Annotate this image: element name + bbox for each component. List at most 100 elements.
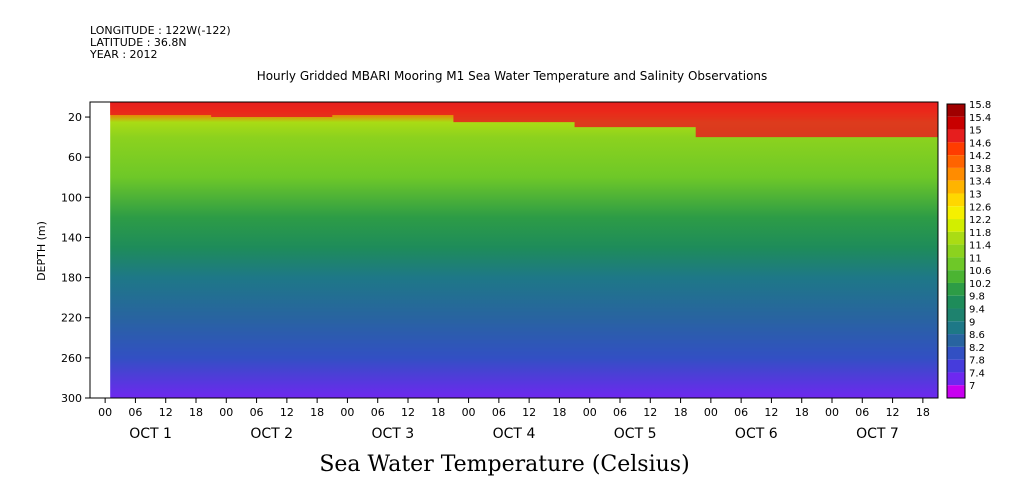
x-hour-label: 12 [159,406,173,419]
colorbar-swatch [947,167,965,181]
x-hour-label: 00 [98,406,112,419]
x-hour-label: 00 [704,406,718,419]
colorbar-swatch [947,282,965,296]
x-hour-label: 12 [764,406,778,419]
x-hour-label: 12 [522,406,536,419]
x-hour-label: 18 [916,406,930,419]
colorbar-swatch [947,270,965,283]
x-hour-label: 00 [340,406,354,419]
y-tick-label: 20 [68,111,82,124]
colorbar-label: 11.4 [969,241,991,252]
x-hour-label: 00 [219,406,233,419]
colorbar-label: 7 [969,381,975,392]
y-tick-label: 260 [61,352,82,365]
y-tick-label: 220 [61,312,82,325]
colorbar-swatch [947,372,965,386]
y-tick-label: 140 [61,231,82,244]
x-hour-label: 18 [189,406,203,419]
colorbar-swatch [947,206,965,220]
colorbar-label: 13.4 [969,177,991,188]
y-tick-label: 180 [61,272,82,285]
x-hour-label: 00 [583,406,597,419]
x-hour-label: 06 [855,406,869,419]
colorbar-swatch [947,219,965,232]
x-hour-label: 00 [462,406,476,419]
colorbar-label: 7.4 [969,368,985,379]
x-hour-label: 18 [674,406,688,419]
x-day-label: OCT 3 [371,426,414,442]
year-label: YEAR : 2012 [90,48,158,61]
colorbar-label: 11.8 [969,228,991,239]
colorbar-label: 12.6 [969,202,991,213]
heatmap-field [110,102,938,398]
colorbar-swatch [947,142,965,156]
x-hour-label: 06 [613,406,627,419]
colorbar-swatch [947,308,965,322]
x-hour-label: 06 [250,406,264,419]
y-tick-label: 100 [61,191,82,204]
x-hour-label: 00 [825,406,839,419]
colorbar-label: 8.2 [969,343,985,354]
colorbar-frame [946,103,966,399]
latitude-label: LATITUDE : 36.8N [90,36,187,49]
colorbar-label: 13 [969,189,982,200]
colorbar-swatch [947,346,965,360]
colorbar-swatch [947,334,965,347]
x-hour-label: 06 [492,406,506,419]
colorbar-label: 10.6 [969,266,991,277]
colorbar-label: 15 [969,126,982,137]
x-hour-label: 06 [734,406,748,419]
colorbar-swatch [947,231,965,245]
colorbar-swatch [947,359,965,373]
colorbar-label: 8.6 [969,330,985,341]
x-hour-label: 12 [886,406,900,419]
x-hour-label: 18 [431,406,445,419]
x-hour-label: 12 [401,406,415,419]
colorbar-label: 9.8 [969,292,985,303]
x-hour-label: 06 [371,406,385,419]
x-day-label: OCT 2 [250,426,293,442]
colorbar-swatch [947,155,965,168]
colorbar-swatch [947,257,965,271]
x-day-label: OCT 1 [129,426,172,442]
colorbar-label: 14.6 [969,138,991,149]
x-day-label: OCT 7 [856,426,899,442]
colorbar-swatch [947,295,965,309]
x-hour-label: 06 [128,406,142,419]
x-hour-label: 18 [310,406,324,419]
colorbar-label: 7.8 [969,356,985,367]
colorbar-label: 10.2 [969,279,991,290]
x-hour-label: 18 [552,406,566,419]
colorbar-swatch [947,129,965,143]
colorbar-swatch [947,180,965,194]
longitude-label: LONGITUDE : 122W(-122) [90,24,231,37]
colorbar-label: 11 [969,253,982,264]
colorbar-label: 14.2 [969,151,991,162]
colorbar-label: 9 [969,317,975,328]
y-axis-label: DEPTH (m) [35,221,48,281]
y-tick-label: 60 [68,151,82,164]
colorbar-label: 15.4 [969,113,991,124]
variable-title: Sea Water Temperature (Celsius) [319,452,690,477]
y-tick-label: 300 [61,392,82,405]
warm-surface-layer [110,102,938,138]
colorbar-swatch [947,321,965,335]
x-day-label: OCT 4 [493,426,536,442]
colorbar-swatch [947,244,965,258]
colorbar-swatch [947,385,965,398]
colorbar-label: 13.8 [969,164,991,175]
chart-title: Hourly Gridded MBARI Mooring M1 Sea Wate… [257,69,768,83]
x-hour-label: 12 [280,406,294,419]
x-hour-label: 18 [795,406,809,419]
colorbar-swatch [947,193,965,207]
colorbar-swatch [947,116,965,130]
x-day-label: OCT 6 [735,426,778,442]
x-day-label: OCT 5 [614,426,657,442]
colorbar-swatch [947,104,965,117]
colorbar-label: 9.4 [969,305,985,316]
plot-frame [89,101,939,399]
colorbar-label: 12.2 [969,215,991,226]
x-hour-label: 12 [643,406,657,419]
colorbar-label: 15.8 [969,100,991,111]
